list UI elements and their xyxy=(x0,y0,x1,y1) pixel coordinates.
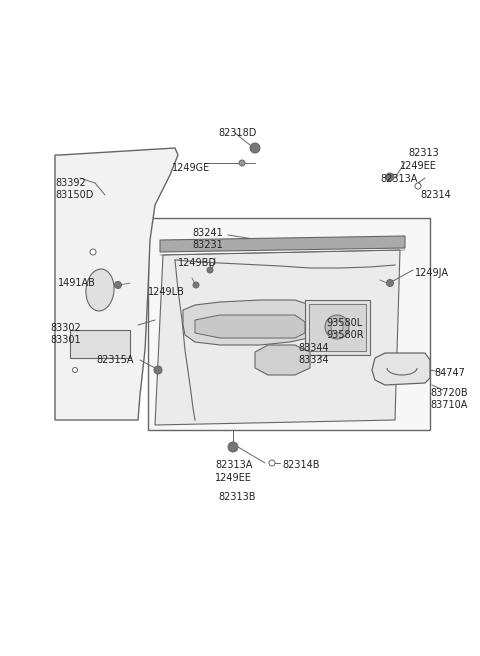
Circle shape xyxy=(386,173,394,181)
Polygon shape xyxy=(255,345,310,375)
Text: 82313A: 82313A xyxy=(380,174,418,184)
Text: 1249BD: 1249BD xyxy=(178,258,217,268)
Circle shape xyxy=(415,183,421,189)
Circle shape xyxy=(239,160,245,166)
Text: 1249LB: 1249LB xyxy=(148,287,185,297)
Text: 84747: 84747 xyxy=(434,368,465,378)
Text: 82313: 82313 xyxy=(408,148,439,158)
Text: 93580L
93580R: 93580L 93580R xyxy=(326,318,364,340)
Circle shape xyxy=(228,442,238,452)
FancyBboxPatch shape xyxy=(148,218,430,430)
Text: 83344
83334: 83344 83334 xyxy=(298,343,329,365)
Text: 82313B: 82313B xyxy=(218,492,255,502)
Polygon shape xyxy=(195,315,305,338)
FancyBboxPatch shape xyxy=(70,330,130,358)
Text: 1491AB: 1491AB xyxy=(58,278,96,288)
FancyBboxPatch shape xyxy=(309,304,366,351)
Circle shape xyxy=(250,143,260,153)
Text: 1249EE: 1249EE xyxy=(215,473,252,483)
Text: 82314B: 82314B xyxy=(282,460,320,470)
Text: 82318D: 82318D xyxy=(218,128,256,138)
Polygon shape xyxy=(183,300,315,345)
Circle shape xyxy=(269,460,275,466)
Text: 83241
83231: 83241 83231 xyxy=(192,228,223,251)
Circle shape xyxy=(154,366,162,374)
Circle shape xyxy=(207,267,213,273)
Text: 83392
83150D: 83392 83150D xyxy=(55,178,94,200)
Circle shape xyxy=(386,279,394,287)
Circle shape xyxy=(193,282,199,288)
Text: 83302
83301: 83302 83301 xyxy=(50,323,81,346)
Text: 1249GE: 1249GE xyxy=(172,163,210,173)
Text: 82315A: 82315A xyxy=(96,355,133,365)
Ellipse shape xyxy=(86,269,114,311)
Text: 1249EE: 1249EE xyxy=(400,161,437,171)
FancyBboxPatch shape xyxy=(305,300,370,355)
Circle shape xyxy=(72,367,77,373)
Text: 1249JA: 1249JA xyxy=(415,268,449,278)
Circle shape xyxy=(115,281,121,289)
Polygon shape xyxy=(155,250,400,425)
Circle shape xyxy=(90,249,96,255)
Circle shape xyxy=(331,321,343,333)
Polygon shape xyxy=(55,148,178,420)
Circle shape xyxy=(325,315,349,339)
Polygon shape xyxy=(160,236,405,252)
Text: 82314: 82314 xyxy=(420,190,451,200)
Text: 83720B
83710A: 83720B 83710A xyxy=(430,388,468,411)
Text: 82313A: 82313A xyxy=(215,460,252,470)
Polygon shape xyxy=(372,353,430,385)
